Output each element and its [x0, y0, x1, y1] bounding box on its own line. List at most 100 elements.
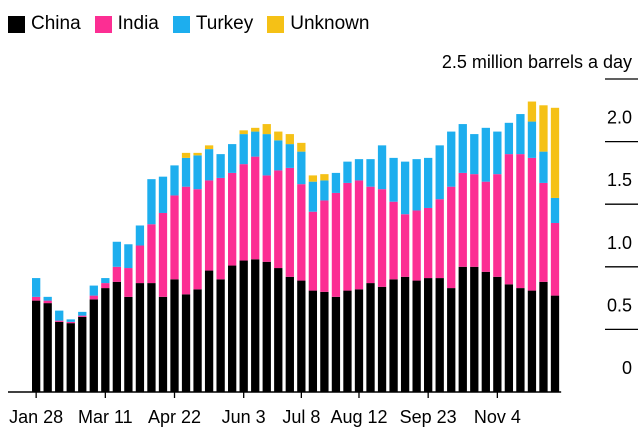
bar-segment-turkey — [228, 144, 237, 173]
bar-segment-india — [101, 283, 110, 289]
bar-segment-unknown — [320, 174, 329, 181]
bar-segment-turkey — [274, 140, 283, 171]
bar-segment-turkey — [504, 122, 514, 155]
x-tick-label: Apr 22 — [148, 407, 201, 427]
bar-segment-turkey — [343, 161, 352, 183]
bar-segment-turkey — [308, 181, 318, 212]
bar-segment-china — [481, 271, 490, 392]
bar-segment-china — [32, 300, 41, 392]
bar-segment-unknown — [262, 124, 271, 135]
legend-item-turkey: Turkey — [172, 12, 253, 36]
bar-segment-turkey — [458, 124, 467, 173]
bar-segment-unknown — [285, 134, 294, 145]
bar-segment-china — [204, 270, 214, 392]
bar-segment-china — [550, 295, 560, 392]
bar-segment-turkey — [539, 151, 548, 183]
bar-segment-turkey — [124, 244, 133, 269]
bar-segment-china — [66, 323, 75, 392]
bar-segment-india — [135, 245, 145, 284]
legend-swatch-india — [94, 15, 112, 33]
bar-segment-india — [285, 167, 294, 277]
bar-segment-china — [458, 266, 467, 392]
bar-segment-india — [447, 186, 456, 289]
bar-segment-india — [124, 268, 133, 297]
bar-segment-turkey — [366, 159, 375, 187]
legend-swatch-turkey — [172, 15, 190, 33]
bar-segment-china — [262, 261, 271, 392]
bar-segment-china — [424, 278, 433, 392]
bar-segment-turkey — [193, 155, 202, 190]
bar-segment-turkey — [400, 161, 410, 215]
bar-segment-india — [435, 199, 444, 279]
bar-segment-turkey — [412, 159, 421, 211]
bar-segment-india — [320, 200, 329, 292]
bar-segment-india — [389, 201, 398, 280]
bar-segment-india — [424, 207, 433, 279]
legend-item-china: China — [8, 12, 81, 36]
x-tick-label: Nov 4 — [474, 407, 521, 427]
bar-segment-china — [135, 283, 145, 392]
bar-segment-china — [89, 299, 98, 392]
bar-segment-china — [493, 276, 502, 392]
bar-segment-india — [78, 315, 87, 317]
bar-segment-turkey — [377, 145, 387, 190]
bar-segment-turkey — [101, 278, 110, 284]
x-tick-label: Jun 3 — [222, 407, 266, 427]
bar-segment-turkey — [285, 144, 294, 168]
bar-segment-india — [470, 174, 479, 267]
bar-segment-india — [516, 154, 525, 289]
bar-segment-turkey — [527, 121, 537, 158]
bar-segment-unknown — [308, 175, 318, 182]
bar-segment-india — [481, 181, 490, 272]
bar-segment-india — [55, 320, 64, 322]
bar-segment-turkey — [32, 278, 41, 297]
bar-segment-india — [308, 211, 318, 291]
bar-segment-china — [400, 276, 410, 392]
legend-item-india: India — [94, 12, 159, 36]
bar-segment-turkey — [354, 159, 364, 181]
bar-segment-india — [251, 156, 260, 260]
bar-segment-india — [297, 184, 306, 281]
y-tick-label: 1.0 — [607, 233, 632, 253]
y-tick-label: 2.0 — [607, 108, 632, 128]
x-tick-label: Jan 28 — [9, 407, 63, 427]
bar-segment-india — [262, 175, 271, 262]
bar-segment-unknown — [297, 142, 306, 152]
bar-segment-india — [170, 195, 179, 280]
bar-segment-china — [389, 279, 398, 392]
bar-segment-india — [158, 212, 168, 297]
bar-segment-china — [366, 283, 375, 392]
bar-segment-china — [124, 296, 133, 392]
bar-segment-india — [366, 186, 375, 284]
bar-segment-india — [400, 214, 410, 277]
bar-segment-turkey — [251, 131, 260, 157]
bar-segment-turkey — [550, 197, 560, 223]
bar-segment-unknown — [527, 101, 537, 122]
bar-segment-unknown — [239, 130, 248, 135]
bar-segment-china — [527, 290, 537, 392]
x-tick-label: Aug 12 — [330, 407, 387, 427]
bar-segment-india — [354, 180, 364, 290]
bar-segment-unknown — [251, 127, 260, 132]
bar-segment-unknown — [193, 152, 202, 156]
bar-segment-turkey — [297, 151, 306, 185]
bar-segment-turkey — [89, 285, 98, 296]
bar-segment-india — [147, 224, 156, 284]
bar-segment-turkey — [481, 127, 490, 182]
bar-segment-india — [343, 182, 352, 291]
bar-segment-turkey — [112, 241, 122, 267]
bar-segment-turkey — [216, 154, 225, 178]
bar-segment-turkey — [55, 310, 64, 321]
bar-segment-india — [32, 296, 41, 301]
bar-segment-turkey — [239, 134, 248, 165]
legend-swatch-unknown — [267, 15, 285, 33]
bar-segment-china — [55, 321, 64, 392]
bar-segment-china — [412, 280, 421, 392]
bar-segment-india — [181, 186, 191, 295]
bar-segment-china — [470, 266, 479, 392]
bar-segment-unknown — [181, 152, 191, 158]
bar-segment-china — [274, 268, 283, 392]
bar-segment-turkey — [43, 296, 52, 301]
bar-segment-turkey — [470, 134, 479, 175]
